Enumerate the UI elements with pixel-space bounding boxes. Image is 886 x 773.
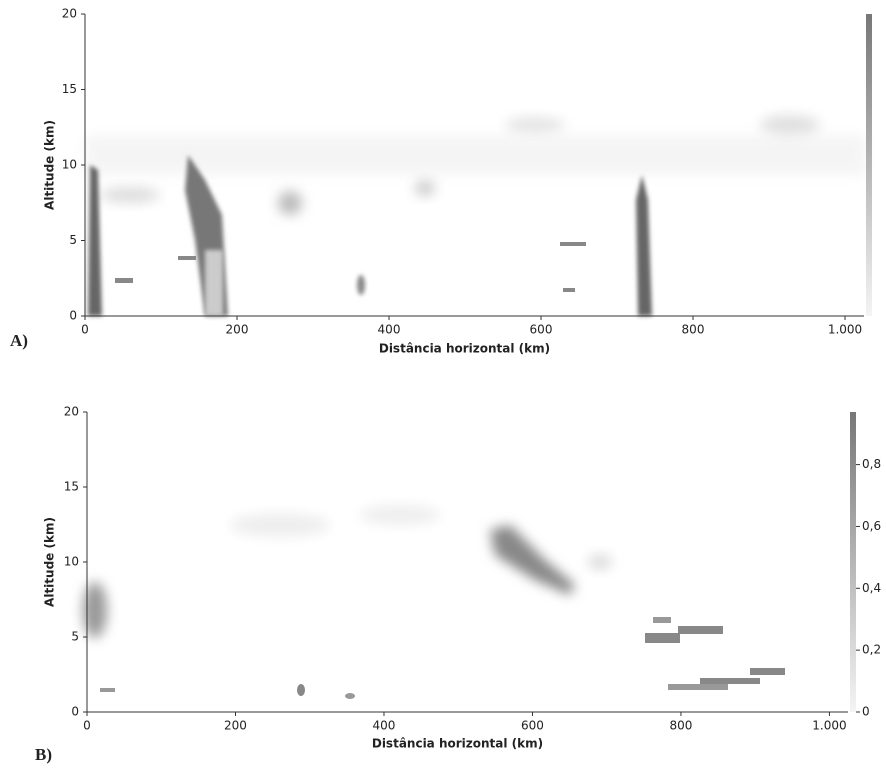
colorbar-tick-label: 0,4: [862, 581, 881, 595]
y-tick-label: 5: [71, 630, 79, 644]
x-tick-label: 400: [378, 323, 401, 337]
y-tick-label: 0: [71, 705, 79, 719]
y-axis-label: Altitude (km): [43, 517, 57, 607]
panel-label: B): [35, 745, 52, 764]
colorbar: [850, 412, 856, 712]
x-tick-label: 600: [530, 323, 553, 337]
y-tick-label: 15: [62, 82, 77, 96]
x-tick-label: 1.000: [828, 323, 862, 337]
x-tick-label: 0: [83, 719, 91, 733]
x-tick-label: 200: [226, 323, 249, 337]
x-tick-label: 0: [81, 323, 89, 337]
y-tick-label: 15: [64, 480, 79, 494]
field-a: [85, 115, 865, 316]
x-tick-label: 400: [373, 719, 396, 733]
colorbar-tick-label: 0,6: [862, 519, 881, 533]
colorbar-tick-label: 0,8: [862, 457, 881, 471]
colorbar-tick-label: 0,2: [862, 643, 881, 657]
x-axis-label: Distância horizontal (km): [372, 737, 543, 751]
panel-label: A): [10, 331, 28, 350]
y-axis-label: Altitude (km): [43, 120, 57, 210]
y-tick-label: 0: [69, 309, 77, 323]
colorbar: [866, 14, 872, 316]
y-tick-label: 10: [64, 555, 79, 569]
x-axis-label: Distância horizontal (km): [379, 342, 550, 356]
y-tick-label: 5: [69, 233, 77, 247]
x-tick-label: 800: [682, 323, 705, 337]
field-b: [83, 505, 785, 699]
y-tick-label: 20: [62, 7, 77, 21]
x-tick-label: 200: [224, 719, 247, 733]
colorbar-tick-label: 0: [862, 705, 870, 719]
y-tick-label: 20: [64, 405, 79, 419]
x-tick-label: 800: [669, 719, 692, 733]
x-tick-label: 600: [521, 719, 544, 733]
x-tick-label: 1.000: [812, 719, 846, 733]
y-tick-label: 10: [62, 158, 77, 172]
